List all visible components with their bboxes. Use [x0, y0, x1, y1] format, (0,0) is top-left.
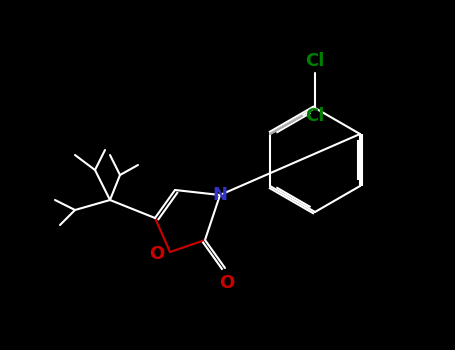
Text: O: O	[219, 274, 235, 292]
Text: Cl: Cl	[305, 52, 325, 70]
Text: N: N	[212, 186, 228, 204]
Text: Cl: Cl	[305, 107, 324, 125]
Text: O: O	[149, 245, 164, 263]
